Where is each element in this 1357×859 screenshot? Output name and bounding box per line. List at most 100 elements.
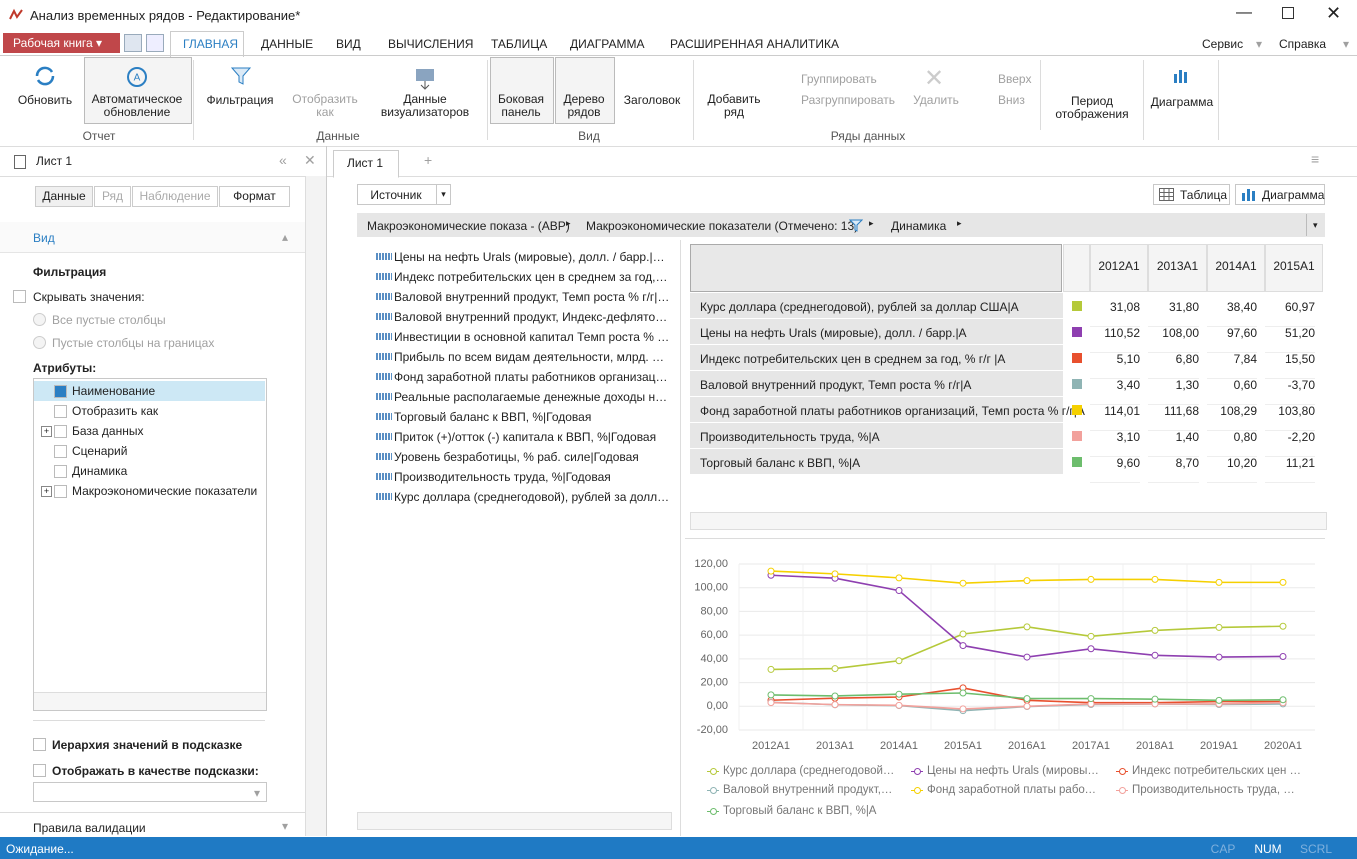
legend-entry[interactable]: Фонд заработной платы работников организ… (927, 784, 1099, 796)
ribbon-button[interactable]: Добавить ряд (707, 92, 761, 119)
validation[interactable]: Правила валидации (33, 821, 146, 835)
close[interactable]: ✕ (1326, 3, 1342, 23)
chart-button[interactable] (1235, 184, 1325, 205)
series-item[interactable]: Прибыль по всем видам деятельности, млрд… (394, 350, 670, 364)
point (1087, 632, 1095, 640)
series-item[interactable]: Уровень безработицы, % раб. силе|Годовая (394, 450, 639, 464)
checkbox[interactable] (13, 290, 26, 303)
point (1215, 578, 1223, 586)
series-item[interactable]: Курс доллара (среднегодовой), рублей за … (394, 490, 670, 504)
add-sheet[interactable]: + (424, 152, 433, 168)
checkbox[interactable] (33, 738, 46, 751)
menu-service[interactable]: Сервис (1202, 37, 1244, 51)
attribute[interactable]: Наименование (72, 384, 156, 398)
side-tab[interactable]: Формат (219, 186, 290, 207)
preview-button[interactable] (146, 34, 164, 52)
legend-entry[interactable]: Цены на нефть Urals (мировые), долл. / б… (927, 765, 1099, 777)
series-item[interactable]: Инвестиции в основной капитал Темп роста… (394, 330, 670, 344)
attribute[interactable]: База данных (72, 424, 144, 438)
attribute[interactable]: Динамика (72, 464, 128, 478)
ribbon-button[interactable]: Боковая панель (497, 92, 545, 119)
series-item[interactable]: Реальные располагаемые денежные доходы н… (394, 390, 670, 404)
ribbon-tab[interactable]: ГЛАВНАЯ (183, 37, 239, 51)
minimize[interactable]: — (1236, 4, 1252, 21)
series-item[interactable]: Фонд заработной платы работников организ… (394, 370, 670, 384)
checkbox[interactable] (33, 764, 46, 777)
series-item[interactable]: Производительность труда, %|Годовая (394, 470, 611, 484)
menu-icon[interactable]: ≡ (1311, 151, 1320, 167)
ribbon-button[interactable]: Фильтрация (206, 93, 274, 107)
cell: -2,20 (1265, 423, 1315, 457)
legend-entry[interactable]: Индекс потребительских цен в среднем за … (1132, 765, 1304, 777)
ribbon-tab[interactable]: ВИД (336, 37, 361, 51)
ribbon-tab[interactable]: РАСШИРЕННАЯ АНАЛИТИКА (670, 37, 839, 51)
side-header (0, 146, 326, 177)
sheet-tab[interactable] (333, 150, 399, 178)
combo[interactable]: ▾ (33, 782, 267, 802)
ribbon-tab[interactable]: ТАБЛИЦА (491, 37, 548, 51)
ribbon-tab[interactable]: ВЫЧИСЛЕНИЯ (388, 37, 474, 51)
point (959, 705, 967, 713)
ribbon-tab[interactable]: ДАННЫЕ (261, 37, 314, 51)
legend-entry[interactable]: Валовой внутренний продукт, Темп роста %… (723, 784, 895, 796)
ribbon-button[interactable]: Заголовок (623, 93, 681, 107)
attribute[interactable]: Отобразить как (72, 404, 159, 418)
breadcrumb-item[interactable]: Макроэкономические показа - (АВР) (367, 219, 570, 233)
radio[interactable] (33, 336, 46, 349)
checkbox[interactable] (54, 405, 67, 418)
series-item[interactable]: Индекс потребительских цен в среднем за … (394, 270, 670, 284)
separator (487, 60, 488, 140)
side-sheet: Лист 1 (36, 154, 73, 168)
series-item[interactable]: Валовой внутренний продукт, Индекс-дефля… (394, 310, 670, 324)
radio[interactable] (33, 313, 46, 326)
checkbox[interactable] (54, 485, 67, 498)
expander[interactable]: + (41, 426, 52, 437)
menu-help[interactable]: Справка (1279, 37, 1327, 51)
refresh-icon (35, 66, 55, 86)
side-tab[interactable]: Наблюдение (132, 186, 218, 207)
visualizer-icon (416, 69, 434, 90)
ribbon-button[interactable]: Период отображения (1055, 94, 1129, 121)
ribbon-button: Группировать (801, 72, 877, 86)
checkbox[interactable] (54, 445, 67, 458)
series-item[interactable]: Валовой внутренний продукт, Темп роста %… (394, 290, 670, 304)
table-button[interactable] (1153, 184, 1230, 205)
point (831, 701, 839, 709)
series-item[interactable]: Торговый баланс к ВВП, %|Годовая (394, 410, 592, 424)
checkbox[interactable] (54, 465, 67, 478)
breadcrumb-item[interactable]: Динамика (891, 219, 947, 233)
cell: 103,80 (1265, 397, 1315, 431)
workbook-menu[interactable]: Рабочая книга ▾ (3, 33, 120, 53)
breadcrumb-dropdown[interactable]: ▾ (1306, 214, 1318, 236)
section-title[interactable]: Вид (33, 231, 55, 245)
side-tab[interactable]: Ряд (94, 186, 131, 207)
ribbon-button[interactable]: Обновить (17, 93, 73, 107)
ribbon-button[interactable]: Дерево рядов (563, 92, 605, 119)
indicator: CAP (1210, 842, 1236, 856)
legend-entry[interactable]: Торговый баланс к ВВП, %|A (723, 805, 877, 817)
ribbon-button[interactable]: Диаграмма (1150, 95, 1214, 109)
maximize[interactable] (1282, 7, 1294, 19)
ribbon-button[interactable]: Автоматическое обновление (91, 92, 183, 119)
attribute[interactable]: Макроэкономические показатели (72, 484, 258, 498)
ribbon-button: Вниз (998, 93, 1025, 107)
legend-entry[interactable]: Курс доллара (среднегодовой), рублей за … (723, 765, 895, 777)
checkbox[interactable] (54, 385, 67, 398)
cell: 111,68 (1148, 397, 1199, 431)
ribbon-tab[interactable]: ДИАГРАММА (570, 37, 645, 51)
legend-entry[interactable]: Производительность труда, %|A (1132, 784, 1304, 796)
close-panel[interactable]: ✕ (304, 152, 316, 168)
checkbox[interactable] (54, 425, 67, 438)
save-button[interactable] (124, 34, 142, 52)
attribute[interactable]: Сценарий (72, 444, 128, 458)
series-item[interactable]: Приток (+)/отток (-) капитала к ВВП, %|Г… (394, 430, 657, 444)
series-item[interactable]: Цены на нефть Urals (мировые), долл. / б… (394, 250, 670, 264)
breadcrumb-item[interactable]: Макроэкономические показатели (Отмечено:… (586, 219, 859, 233)
source-dropdown[interactable]: ▾ (436, 184, 451, 205)
y-tick-label: 80,00 (700, 605, 728, 617)
expander[interactable]: + (41, 486, 52, 497)
side-tab[interactable]: Данные (35, 186, 93, 207)
collapse[interactable]: « (279, 152, 287, 168)
y-tick-label: 120,00 (694, 558, 728, 570)
ribbon-button[interactable]: Данные визуализаторов (380, 92, 470, 119)
